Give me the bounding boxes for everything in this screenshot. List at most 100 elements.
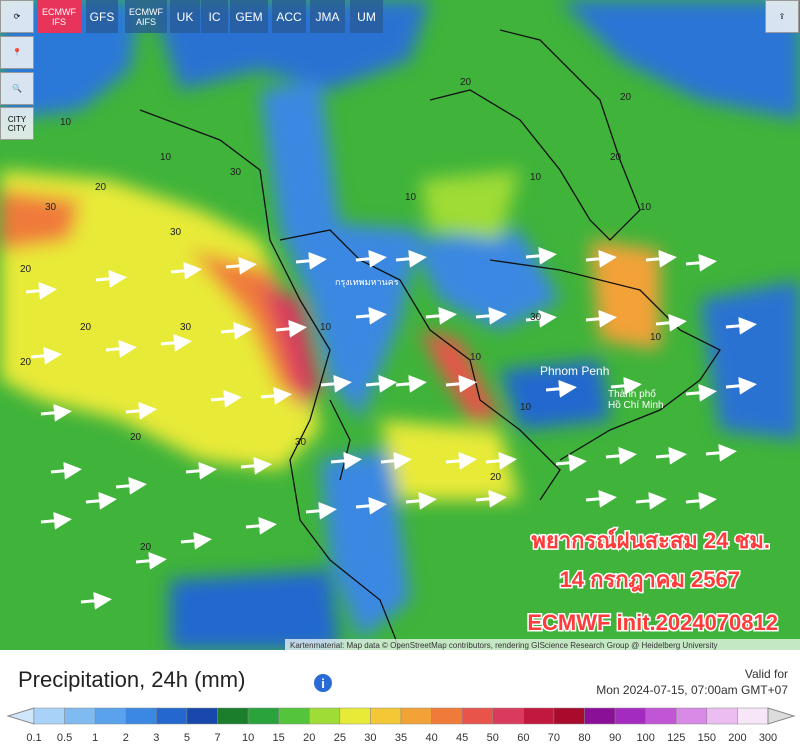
contour-label: 30 <box>530 312 542 323</box>
wind-arrow <box>125 401 157 420</box>
wind-arrow <box>170 261 202 280</box>
colorbar-segment <box>278 707 310 725</box>
colorbar-segment <box>217 707 249 725</box>
model-button[interactable]: UM <box>350 0 383 33</box>
contour-label: 10 <box>530 172 542 183</box>
wind-arrow <box>395 374 427 393</box>
wind-arrow <box>425 306 457 325</box>
contour-label: 10 <box>640 202 652 213</box>
wind-arrow <box>85 491 117 510</box>
wind-arrow <box>605 446 637 465</box>
legend-level: 45 <box>456 732 468 744</box>
wind-arrow <box>305 501 337 520</box>
legend-level: 10 <box>242 732 254 744</box>
wind-arrow <box>135 551 167 570</box>
borders <box>139 29 721 650</box>
wind-arrow <box>185 461 217 480</box>
wind-arrow <box>685 253 717 272</box>
model-button[interactable]: ACC <box>272 0 306 33</box>
contour-label: 10 <box>60 117 72 128</box>
contour-label: 20 <box>20 264 32 275</box>
wind-arrow <box>25 281 57 300</box>
info-icon[interactable] <box>314 674 332 692</box>
wind-arrow <box>585 309 617 328</box>
legend-level: 20 <box>303 732 315 744</box>
legend: Precipitation, 24h (mm) i Valid for Mon … <box>6 667 796 744</box>
legend-level: 0.1 <box>26 732 41 744</box>
contour-label: 20 <box>490 472 502 483</box>
wind-arrow <box>105 339 137 358</box>
wind-arrow <box>705 443 737 462</box>
wind-arrow <box>210 389 242 408</box>
colorbar-segment <box>492 707 524 725</box>
model-button[interactable]: IC <box>201 0 228 33</box>
wind-arrow <box>405 491 437 510</box>
wind-arrow <box>485 451 517 470</box>
wind-arrow <box>585 489 617 508</box>
wind-arrow <box>160 333 192 352</box>
map: 20 30 20 30 30 20 30 20 20 10 10 20 10 10 20 30 10 10 20 10… <box>0 0 800 650</box>
wind-arrow <box>330 451 362 470</box>
wind-arrow <box>725 316 757 335</box>
wind-arrows <box>25 246 757 610</box>
colorbar-segment <box>339 707 371 725</box>
wind-arrow <box>355 249 387 268</box>
colorbar-segment <box>431 707 463 725</box>
place-label: Thành phố Hồ Chí Minh <box>608 388 664 411</box>
colorbar-segment <box>64 707 96 725</box>
wind-arrow <box>40 403 72 422</box>
wind-arrow <box>445 451 477 470</box>
colorbar-segment <box>645 707 677 725</box>
overlay-line: 14 กรกฎาคม 2567 <box>560 567 740 592</box>
legend-level: 90 <box>609 732 621 744</box>
wind-arrow <box>365 374 397 393</box>
location-button[interactable]: 📍 <box>0 36 34 69</box>
place-label: กรุงเทพมหานคร <box>335 277 399 288</box>
zoom-button[interactable]: 🔍 <box>0 72 34 105</box>
model-button[interactable]: GFS <box>86 0 118 33</box>
colorbar-segment <box>94 707 126 725</box>
reload-button[interactable]: ⟳ <box>0 0 34 33</box>
colorbar-end <box>767 707 796 725</box>
wind-arrow <box>635 491 667 510</box>
legend-level: 7 <box>214 732 220 744</box>
model-button[interactable]: ECMWF IFS <box>37 0 81 33</box>
wind-arrow <box>585 249 617 268</box>
overlay-line: ECMWF init.2024070812 <box>527 610 778 635</box>
model-button[interactable]: UK <box>170 0 200 33</box>
model-button[interactable]: JMA <box>310 0 345 33</box>
colorbar-segment <box>309 707 341 725</box>
legend-level: 70 <box>548 732 560 744</box>
wind-arrow <box>95 269 127 288</box>
attribution-bg <box>285 639 800 650</box>
wind-arrow <box>475 306 507 325</box>
legend-level: 80 <box>578 732 590 744</box>
attribution: Kartenmaterial: Map data © OpenStreetMap… <box>290 641 718 650</box>
share-button[interactable]: ⇪ <box>765 0 799 33</box>
colorbar-segment <box>706 707 738 725</box>
colorbar-segment <box>370 707 402 725</box>
model-button[interactable]: ECMWF AIFS <box>125 0 167 33</box>
overlay-line: พยากรณ์ฝนสะสม 24 ชม. <box>531 528 770 553</box>
legend-title: Precipitation, 24h (mm) <box>18 667 245 692</box>
forecast-overlay: พยากรณ์ฝนสะสม 24 ชม. 14 กรกฎาคม 2567 ECM… <box>526 527 780 637</box>
contour-label: 10 <box>320 322 332 333</box>
colorbar-segment <box>461 707 493 725</box>
wind-arrow <box>655 446 687 465</box>
model-button[interactable]: GEM <box>230 0 268 33</box>
colorbar-segment <box>400 707 432 725</box>
legend-level: 25 <box>334 732 346 744</box>
city-button[interactable]: CITY CITY <box>0 107 34 140</box>
colorbar-segment <box>676 707 708 725</box>
legend-level: 125 <box>667 732 685 744</box>
contour-label: 20 <box>140 542 152 553</box>
colorbar-segment <box>186 707 218 725</box>
legend-level: 60 <box>517 732 529 744</box>
wind-arrow <box>380 451 412 470</box>
wind-arrow <box>30 346 62 365</box>
legend-level: 35 <box>395 732 407 744</box>
contour-label: 20 <box>460 77 472 88</box>
valid-label: Valid for <box>745 667 788 681</box>
contour-label: 20 <box>130 432 142 443</box>
